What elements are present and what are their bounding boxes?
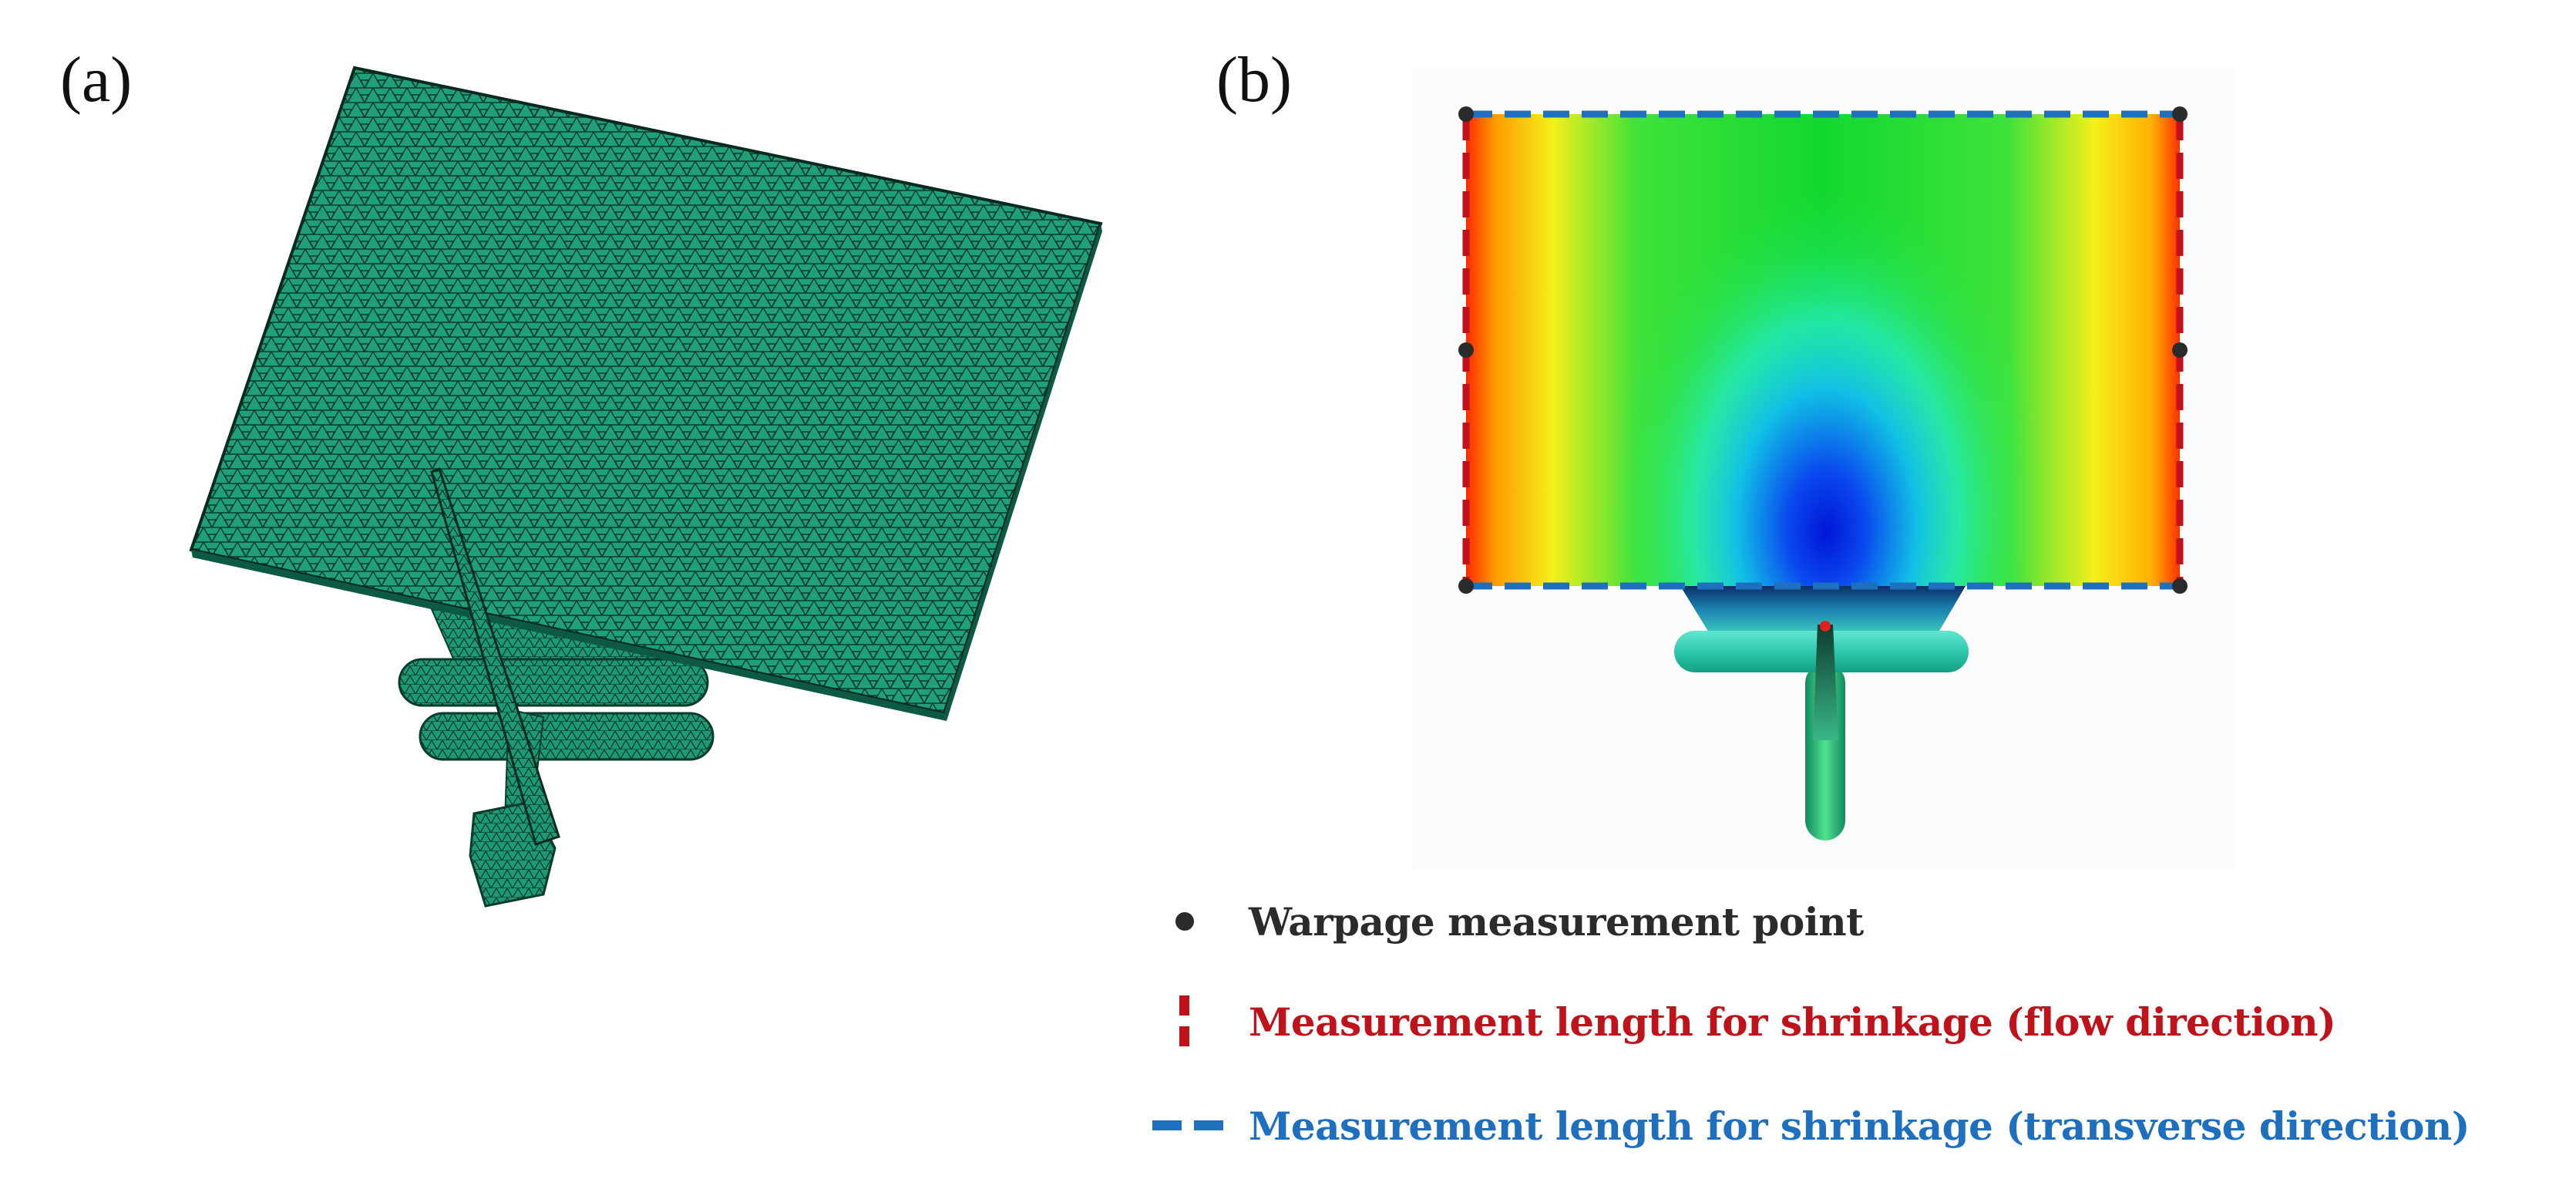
panel-label-b: (b) — [1216, 44, 1292, 116]
legend-text-transverse: Measurement length for shrinkage (transv… — [1249, 1103, 2470, 1149]
legend-item-flow-direction: Measurement length for shrinkage (flow d… — [1148, 991, 2336, 1053]
warpage-point — [2172, 106, 2188, 122]
legend-text-warpage: Warpage measurement point — [1249, 898, 1864, 945]
panel-label-a: (a) — [60, 44, 133, 116]
legend-text-flow: Measurement length for shrinkage (flow d… — [1249, 999, 2336, 1045]
warpage-point — [2172, 342, 2188, 358]
red-dashed-line-icon — [1148, 991, 1249, 1053]
warpage-point — [1458, 342, 1474, 358]
warpage-point — [2172, 578, 2188, 594]
dot-icon — [1148, 891, 1249, 952]
warpage-point — [1458, 106, 1474, 122]
blue-dashed-line-icon — [1148, 1095, 1249, 1157]
mesh-model — [189, 66, 1103, 908]
legend-item-warpage-point: Warpage measurement point — [1148, 891, 1864, 952]
shrinkage-field-model — [1412, 68, 2235, 870]
legend-item-transverse-direction: Measurement length for shrinkage (transv… — [1148, 1095, 2470, 1157]
warpage-point — [1458, 578, 1474, 594]
